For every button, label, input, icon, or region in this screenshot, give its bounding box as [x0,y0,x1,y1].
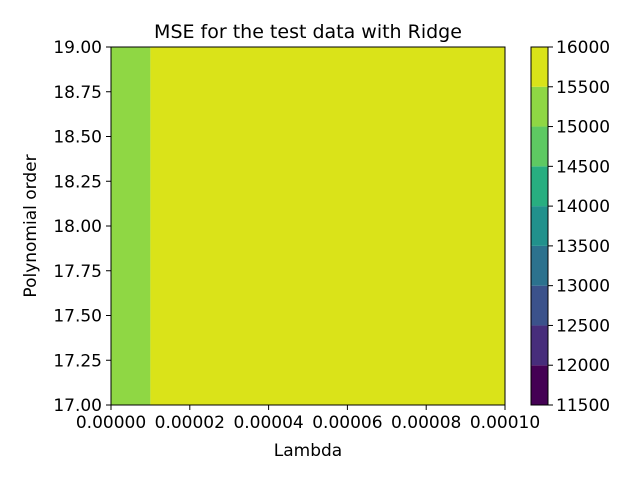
contour-region-0 [111,47,151,405]
colorbar-segment [531,365,548,405]
x-axis-label: Lambda [274,441,342,461]
x-axis-ticks: 0.00000 0.00002 0.00004 0.00006 0.00008 0.000… [76,405,540,433]
y-tick-label: 18.75 [53,83,102,103]
colorbar-tick-label: 15500 [556,78,610,98]
colorbar-segment [531,325,548,366]
colorbar-segment [531,245,548,286]
x-tick-label: 0.00010 [470,413,540,433]
colorbar-frame [530,46,549,406]
x-tick-label: 0.00000 [76,413,146,433]
colorbar-tick-label: 16000 [556,38,610,58]
colorbar-segment [531,126,548,167]
colorbar-segment [531,285,548,326]
colorbar-segment [531,166,548,207]
colorbar-tick-label: 14000 [556,197,610,217]
y-tick-label: 17.50 [53,307,102,327]
chart-title: MSE for the test data with Ridge [154,21,462,43]
colorbar-tick-label: 15000 [556,118,610,138]
contour-regions [111,47,505,405]
x-tick-label: 0.00004 [233,413,303,433]
colorbar-ticks: 11500 12000 12500 13000 13500 14000 14500 15000… [548,38,610,416]
colorbar [531,47,548,405]
y-tick-label: 18.00 [53,217,102,237]
colorbar-segment [531,206,548,246]
y-tick-label: 17.00 [53,396,102,416]
colorbar-tick-label: 12000 [556,356,610,376]
y-tick-label: 18.25 [53,172,102,192]
x-tick-label: 0.00006 [312,413,382,433]
y-axis-ticks: 17.00 17.25 17.50 17.75 18.00 18.25 18.50 18.75… [53,38,111,416]
colorbar-tick-label: 11500 [556,396,610,416]
contour-region-1 [150,47,505,405]
colorbar-segment [531,86,548,127]
colorbar-tick-label: 13000 [556,277,610,297]
colorbar-tick-label: 13500 [556,237,610,257]
y-tick-label: 17.75 [53,262,102,282]
y-tick-label: 18.50 [53,128,102,148]
x-tick-label: 0.00008 [391,413,461,433]
colorbar-tick-label: 14500 [556,157,610,177]
y-tick-label: 17.25 [53,351,102,371]
y-axis-label: Polynomial order [21,154,41,297]
y-tick-label: 19.00 [53,38,102,58]
x-tick-label: 0.00002 [155,413,225,433]
colorbar-tick-label: 12500 [556,316,610,336]
colorbar-segment [531,47,548,87]
